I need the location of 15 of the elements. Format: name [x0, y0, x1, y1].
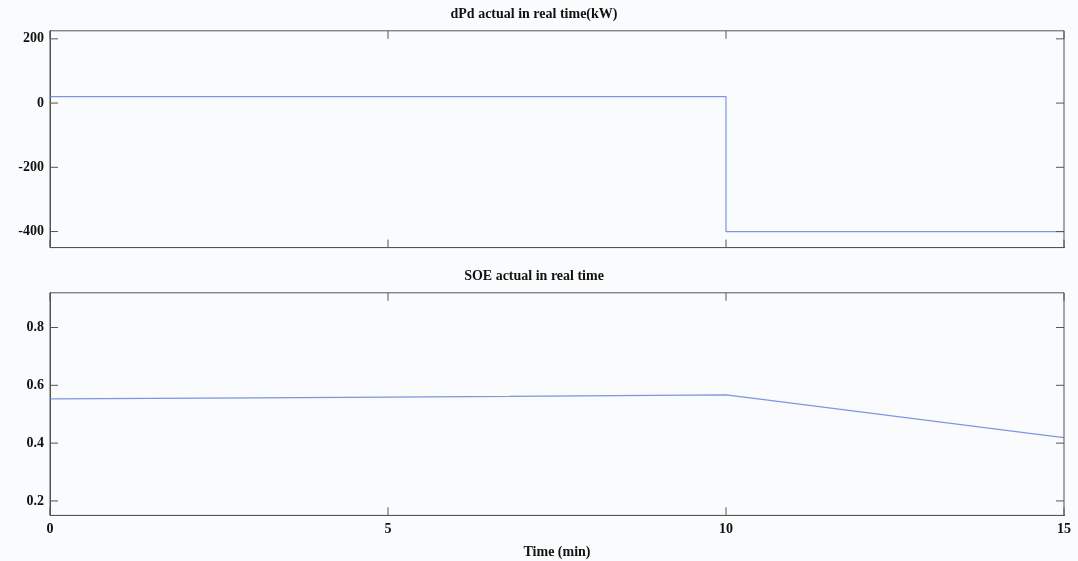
chart-title: dPd actual in real time(kW) [450, 6, 618, 23]
y-tick-label: 0 [37, 94, 44, 110]
x-axis-title: Time (min) [523, 544, 591, 561]
y-tick-label: -400 [18, 223, 44, 239]
chart-title: SOE actual in real time [464, 268, 604, 284]
y-tick-label: 0.2 [26, 492, 44, 508]
x-tick-label: 15 [1057, 521, 1071, 537]
x-tick-label: 5 [384, 521, 392, 537]
y-tick-label: 0.6 [26, 376, 44, 392]
y-tick-label: 0.8 [26, 319, 44, 335]
x-tick-label: 0 [46, 521, 54, 537]
y-tick-label: -200 [18, 158, 44, 174]
y-tick-label: 200 [23, 30, 44, 46]
x-tick-label: 10 [719, 521, 733, 537]
y-tick-label: 0.4 [26, 434, 44, 450]
